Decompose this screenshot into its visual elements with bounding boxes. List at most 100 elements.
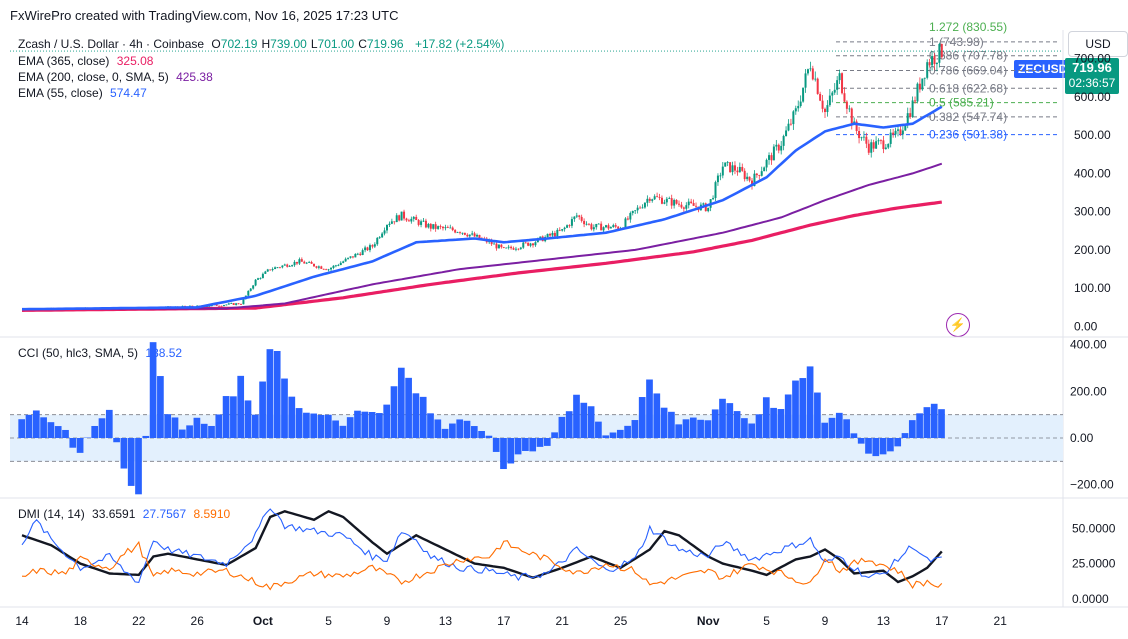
cci-bar bbox=[792, 380, 799, 438]
cci-bar bbox=[295, 408, 303, 438]
ema55-legend[interactable]: EMA (55, close) 574.47 bbox=[18, 86, 151, 100]
symbol-badge: ZECUSD bbox=[1014, 60, 1072, 78]
symbol-title[interactable]: Zcash / U.S. Dollar · 4h · Coinbase bbox=[18, 37, 205, 51]
fib-label: 0.236 (501.38) bbox=[929, 128, 1007, 142]
candle-body bbox=[327, 269, 330, 271]
cci-bar bbox=[923, 407, 931, 438]
candle-body bbox=[746, 176, 749, 180]
cci-bar bbox=[288, 396, 296, 438]
cci-bar bbox=[178, 429, 186, 438]
currency-button[interactable]: USD bbox=[1068, 31, 1128, 57]
candle-body bbox=[597, 223, 600, 225]
candle-body bbox=[721, 166, 724, 176]
cci-bar bbox=[405, 377, 412, 438]
candle-body bbox=[617, 226, 620, 229]
cci-bar bbox=[551, 432, 558, 438]
cci-bar bbox=[441, 428, 449, 438]
candle-body bbox=[303, 261, 306, 264]
cci-bar bbox=[573, 394, 580, 438]
cci-bar bbox=[777, 409, 785, 438]
candle-body bbox=[269, 269, 272, 271]
candle-body bbox=[459, 232, 461, 234]
candle-body bbox=[568, 225, 571, 227]
candle-body bbox=[792, 111, 795, 125]
ohlc-value: 739.00 bbox=[270, 37, 307, 51]
cci-bar bbox=[857, 438, 865, 444]
cci-bar bbox=[251, 414, 259, 438]
candle-body bbox=[787, 123, 790, 131]
cci-bar bbox=[346, 417, 354, 438]
cci-tick-label: 200.00 bbox=[1070, 384, 1107, 398]
ohlc-key: H bbox=[261, 37, 271, 51]
candle-body bbox=[758, 175, 761, 176]
ema365-line bbox=[21, 200, 943, 312]
price-pane[interactable]: 0.00 100.00 200.00 300.00 400.00 500.00 600.00… bbox=[10, 20, 1111, 333]
candle-body bbox=[514, 248, 517, 250]
candle-body bbox=[534, 242, 537, 246]
candle-body bbox=[824, 108, 826, 113]
candle-body bbox=[685, 205, 688, 209]
time-tick-label: Nov bbox=[697, 614, 720, 628]
cci-bar bbox=[514, 438, 522, 455]
cci-bar bbox=[901, 433, 909, 438]
candle-body bbox=[507, 246, 510, 248]
candle-body bbox=[741, 166, 744, 171]
candle-body bbox=[439, 226, 442, 227]
candle-body bbox=[510, 246, 513, 249]
price-tick-label: 500.00 bbox=[1074, 128, 1111, 142]
time-tick-label: 13 bbox=[877, 614, 891, 628]
candle-body bbox=[410, 218, 413, 222]
candle-body bbox=[609, 227, 612, 229]
price-tick-label: 700.00 bbox=[1074, 52, 1111, 66]
cci-bar bbox=[770, 407, 777, 438]
candle-body bbox=[751, 180, 753, 187]
candle-body bbox=[707, 207, 710, 212]
candle-body bbox=[716, 175, 719, 183]
candle-body bbox=[320, 266, 323, 269]
candle-body bbox=[407, 220, 410, 222]
time-axis[interactable]: 14 18 22 26 Oct 5 9 13 17 21 25 Nov 5 9 13 17 21 bbox=[15, 614, 1007, 628]
cci-tick-label: 0.00 bbox=[1070, 431, 1094, 445]
candle-body bbox=[230, 303, 233, 304]
dmi-legend[interactable]: DMI (14, 14) 33.6591 27.7567 8.5910 bbox=[18, 507, 234, 521]
candle-body bbox=[841, 73, 844, 94]
ema365-legend[interactable]: EMA (365, close) 325.08 bbox=[18, 54, 157, 68]
ema200-legend[interactable]: EMA (200, close, 0, SMA, 5) 425.38 bbox=[18, 70, 217, 84]
candle-body bbox=[904, 125, 907, 131]
candle-body bbox=[381, 233, 384, 238]
candle-body bbox=[473, 233, 476, 237]
cci-bar bbox=[281, 378, 288, 438]
candle-body bbox=[522, 242, 525, 248]
candle-body bbox=[819, 93, 822, 101]
candle-body bbox=[631, 210, 634, 214]
dmi-pane[interactable]: 50.0000 25.0000 0.0000 bbox=[21, 508, 1116, 606]
candle-body bbox=[799, 101, 802, 107]
candle-body bbox=[308, 261, 311, 263]
cci-bar bbox=[938, 409, 945, 438]
adx-value: 33.6591 bbox=[92, 507, 136, 521]
candle-body bbox=[877, 140, 880, 142]
cci-bar bbox=[18, 419, 26, 438]
candle-body bbox=[551, 232, 554, 236]
candle-body bbox=[826, 105, 829, 113]
cci-bar bbox=[98, 418, 106, 438]
candle-body bbox=[383, 230, 386, 234]
cci-bar bbox=[40, 417, 47, 438]
candle-body bbox=[714, 182, 717, 199]
cci-tick-label: 400.00 bbox=[1070, 338, 1107, 352]
candle-body bbox=[935, 62, 938, 65]
candle-body bbox=[855, 121, 858, 132]
candle-body bbox=[218, 305, 221, 307]
cci-bar bbox=[310, 413, 318, 438]
candle-body bbox=[658, 197, 661, 198]
ema55-line bbox=[22, 105, 943, 311]
candle-body bbox=[651, 199, 654, 201]
candle-body bbox=[429, 223, 432, 229]
cci-bar bbox=[748, 423, 756, 438]
candle-body bbox=[875, 141, 878, 149]
cci-bar bbox=[536, 438, 544, 447]
candle-body bbox=[222, 305, 225, 306]
candle-body bbox=[692, 203, 695, 206]
cci-pane[interactable]: 400.00 200.00 0.00 −200.00 bbox=[10, 338, 1114, 495]
